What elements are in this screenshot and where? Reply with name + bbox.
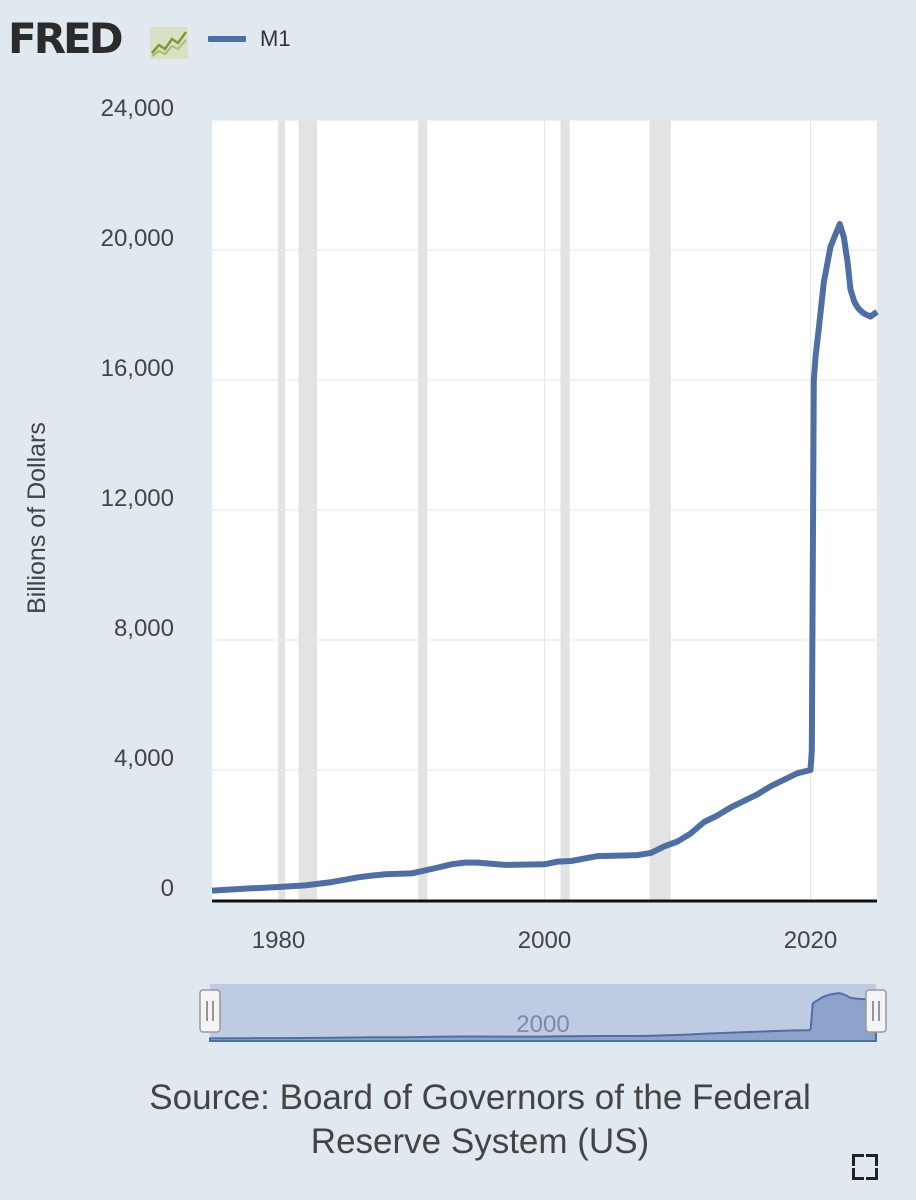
legend-swatch <box>208 36 246 42</box>
fred-logo: FRED <box>8 14 124 63</box>
legend-label-m1: M1 <box>260 26 291 51</box>
y-tick-label: 12,000 <box>101 485 174 512</box>
source-line-2: Reserve System (US) <box>310 1122 650 1161</box>
y-tick-label: 16,000 <box>101 355 174 382</box>
y-tick-label: 8,000 <box>114 615 174 642</box>
y-tick-label: 24,000 <box>101 95 174 122</box>
x-tick-label: 2000 <box>518 927 571 954</box>
chart-legend: M1 <box>208 26 291 52</box>
series-line-m1 <box>211 221 879 894</box>
y-tick-label: 4,000 <box>114 745 174 772</box>
source-line-1: Source: Board of Governors of the Federa… <box>149 1078 811 1117</box>
y-tick-label: 20,000 <box>101 225 174 252</box>
x-tick-label: 1980 <box>252 927 305 954</box>
navigator-label: 2000 <box>516 1011 569 1038</box>
fullscreen-icon[interactable] <box>850 1152 880 1182</box>
y-tick-label: 0 <box>161 875 174 902</box>
navigator-handle-left[interactable] <box>199 989 221 1033</box>
navigator-series <box>209 992 877 1042</box>
x-tick-label: 2020 <box>784 927 837 954</box>
source-note: Source: Board of Governors of the Federa… <box>0 1076 916 1164</box>
navigator-handle-right[interactable] <box>865 989 887 1033</box>
line-graph-icon <box>150 27 188 59</box>
y-axis-title: Billions of Dollars <box>23 422 51 614</box>
